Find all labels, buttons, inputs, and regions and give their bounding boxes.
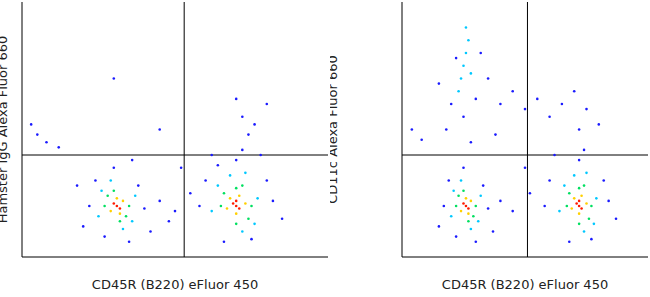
svg-text:CD45R (B220) eFluor 450: CD45R (B220) eFluor 450 (92, 277, 258, 292)
svg-text:Hamster IgG Alexa Fluor 660: Hamster IgG Alexa Fluor 660 (8, 36, 10, 224)
svg-text:CD45R (B220) eFluor 450: CD45R (B220) eFluor 450 (442, 277, 608, 292)
svg-text:CD11c Alexa Fluor 660: CD11c Alexa Fluor 660 (330, 55, 340, 204)
